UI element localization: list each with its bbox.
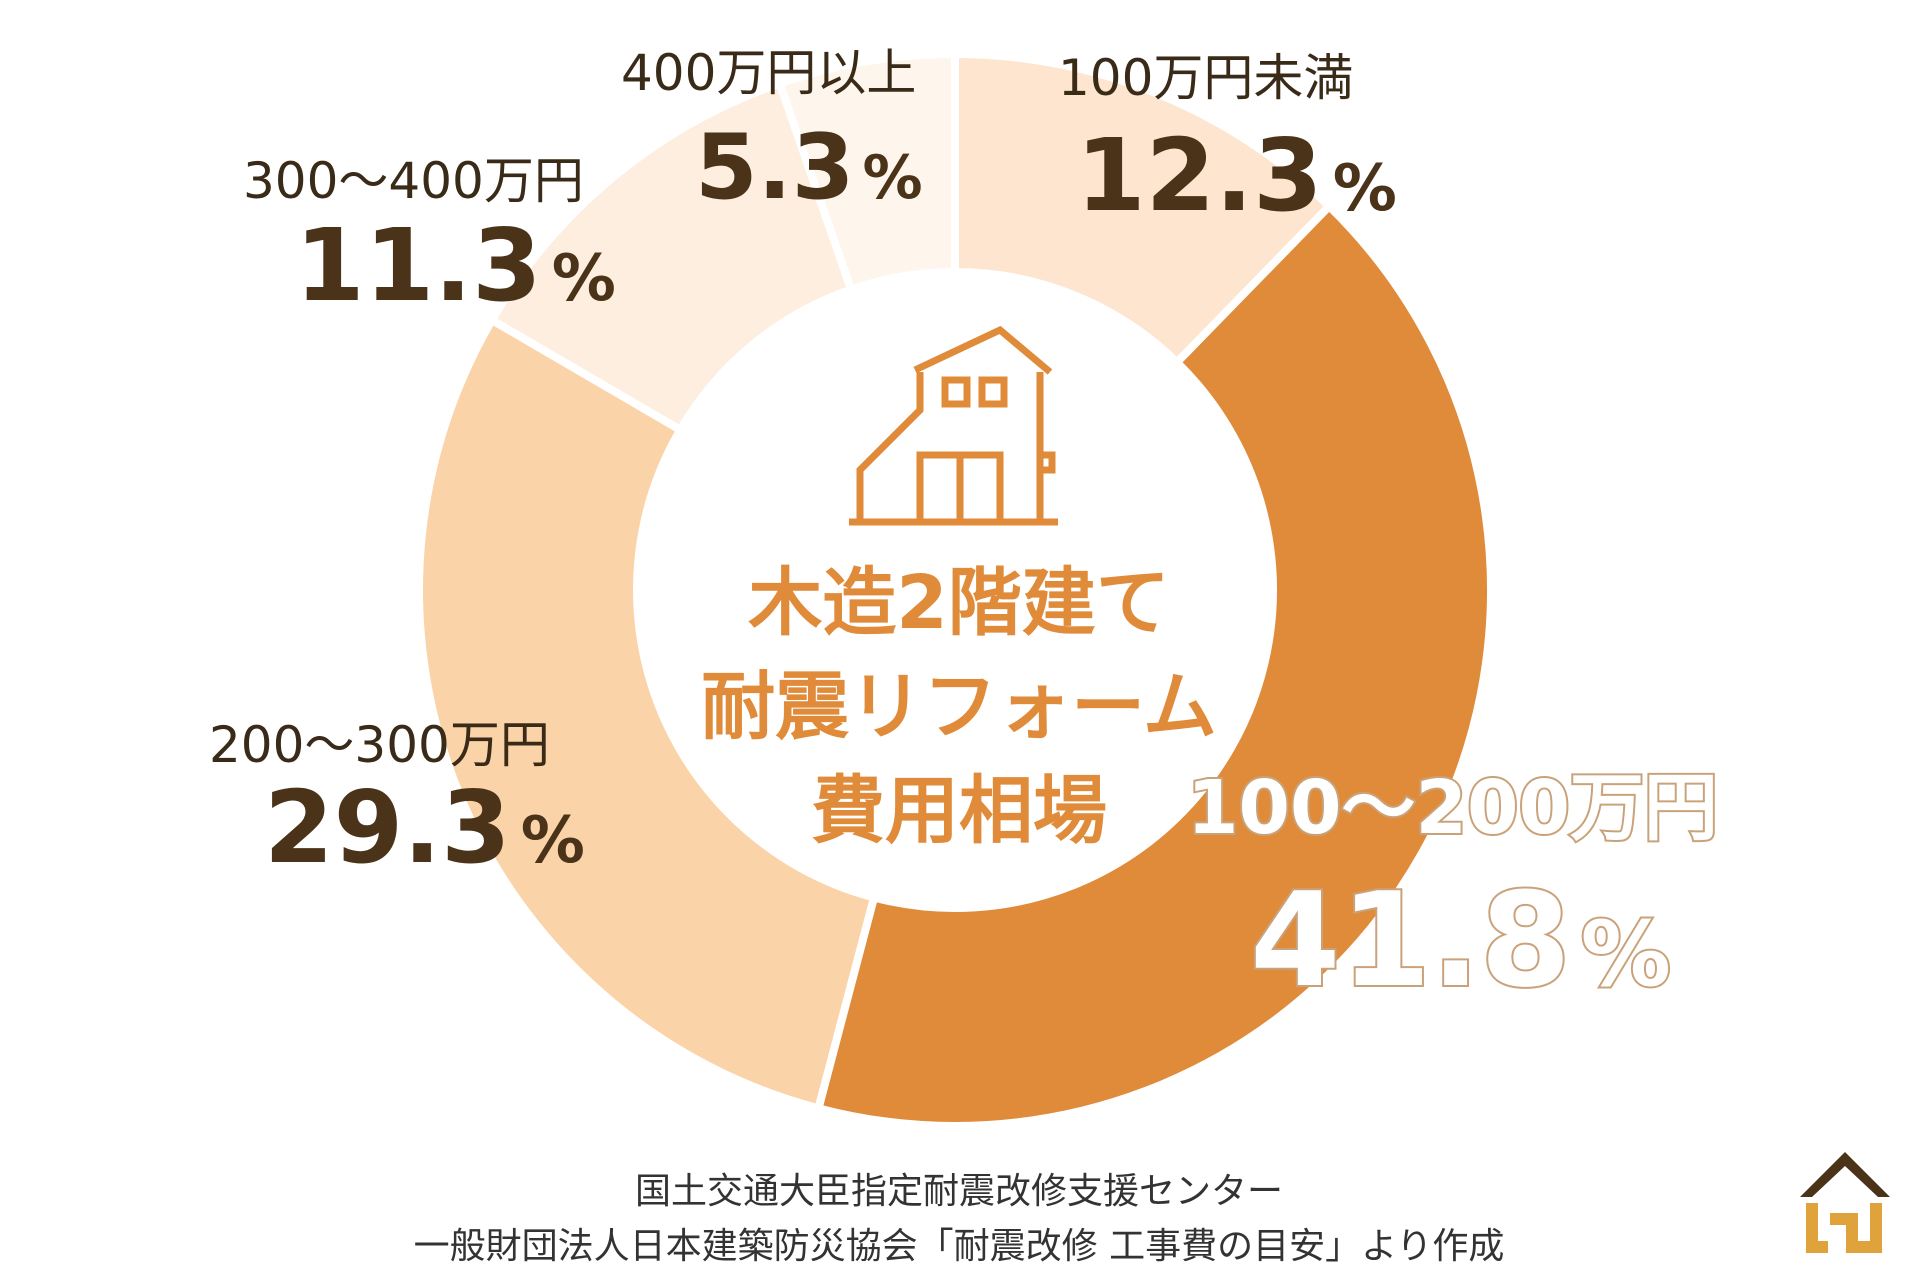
slice-2 (415, 314, 879, 1114)
value-over-400: 5.3% (695, 115, 923, 220)
label-100-200: 100〜200万円 (1187, 765, 1718, 851)
value-100-200: 41.8% (1250, 864, 1671, 1016)
center-title-line1: 木造2階建て (748, 560, 1170, 646)
center-title-line2: 耐震リフォーム (701, 664, 1217, 750)
source-line2: 一般財団法人日本建築防災協会「耐震改修 工事費の目安」より作成 (414, 1226, 1505, 1267)
slice-0 (951, 49, 1335, 368)
house-logo-icon (1800, 1152, 1890, 1253)
label-over-400: 400万円以上 (621, 44, 916, 102)
center-title-line3: 費用相場 (811, 768, 1107, 854)
label-200-300: 200〜300万円 (209, 716, 550, 774)
label-under-100: 100万円未満 (1058, 49, 1353, 107)
source-line1: 国土交通大臣指定耐震改修支援センター (635, 1171, 1283, 1212)
slice-4 (774, 49, 959, 295)
slice-1 (813, 200, 1495, 1130)
value-200-300: 29.3% (264, 769, 585, 886)
house-icon (849, 325, 1058, 526)
value-300-400: 11.3% (295, 207, 616, 324)
slices (415, 49, 1495, 1130)
value-under-100: 12.3% (1076, 117, 1397, 234)
label-300-400: 300〜400万円 (243, 152, 584, 210)
